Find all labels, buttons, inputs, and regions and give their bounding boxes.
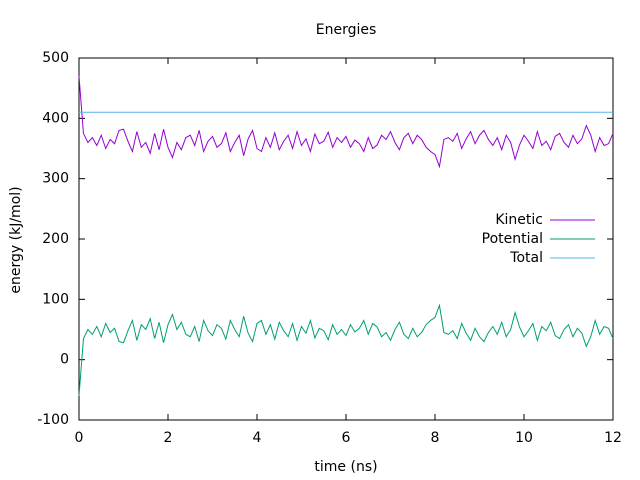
y-axis-label: energy (kJ/mol) (8, 186, 24, 293)
y-tick-label: 400 (42, 110, 69, 126)
x-axis-label: time (ns) (314, 459, 377, 475)
legend-label: Potential (482, 231, 543, 247)
y-tick-label: 0 (60, 352, 69, 368)
y-tick-label: 100 (42, 291, 69, 307)
x-tick-label: 10 (515, 430, 533, 446)
y-tick-label: 200 (42, 231, 69, 247)
x-tick-label: 6 (342, 430, 351, 446)
x-tick-label: 12 (604, 430, 622, 446)
legend-label: Total (509, 250, 543, 266)
y-tick-label: 500 (42, 50, 69, 66)
x-tick-label: 2 (164, 430, 173, 446)
legend-label: Kinetic (495, 212, 543, 228)
series-line (78, 76, 614, 169)
series-line (78, 303, 614, 396)
chart-title: Energies (316, 22, 377, 38)
x-tick-label: 8 (431, 430, 440, 446)
y-tick-label: 300 (42, 171, 69, 187)
x-tick-label: 0 (75, 430, 84, 446)
y-tick-label: -100 (37, 412, 69, 428)
x-tick-label: 4 (253, 430, 262, 446)
